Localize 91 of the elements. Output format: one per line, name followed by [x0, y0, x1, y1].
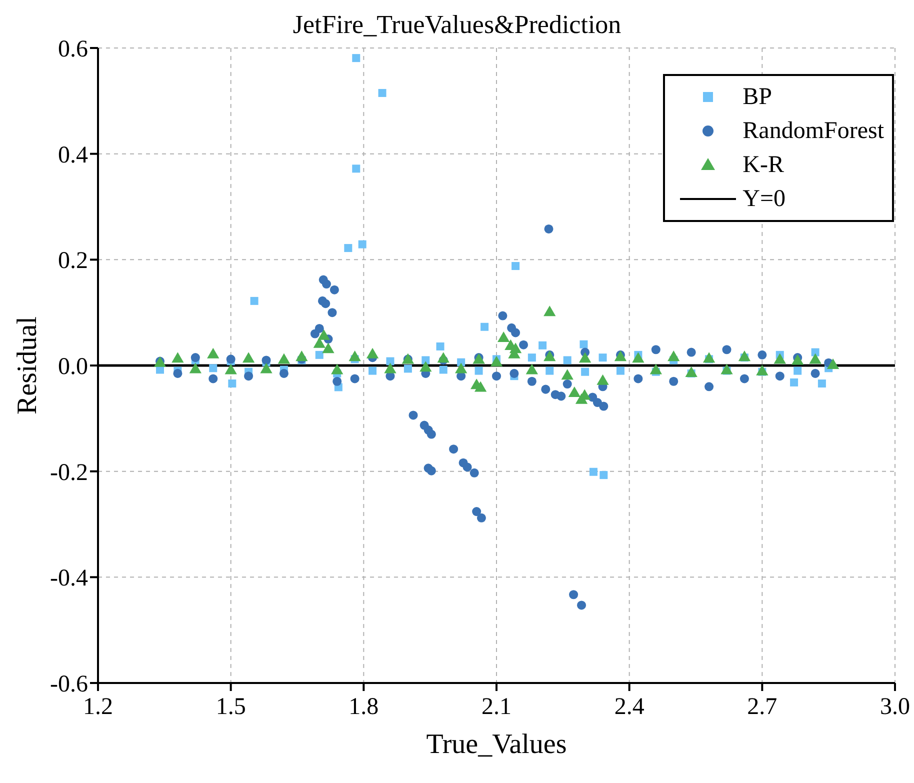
legend-label: BP: [742, 84, 772, 110]
point: [509, 342, 522, 354]
point: [794, 366, 802, 375]
point: [756, 364, 768, 376]
y-axis-title: Residual: [12, 316, 43, 414]
point: [296, 350, 308, 362]
y-tick-label: -0.4: [50, 566, 88, 592]
point: [528, 354, 536, 362]
point: [348, 350, 361, 362]
point: [242, 352, 255, 363]
point: [580, 340, 588, 348]
point: [278, 353, 290, 364]
point: [358, 240, 366, 248]
point: [538, 341, 547, 350]
point: [544, 306, 556, 316]
point: [668, 350, 680, 362]
point: [589, 468, 598, 476]
point: [322, 342, 334, 354]
point: [811, 348, 820, 356]
x-tick-label: 2.1: [482, 694, 512, 720]
point: [809, 353, 822, 364]
point: [685, 366, 698, 377]
point: [318, 329, 330, 340]
point: [209, 364, 218, 372]
point: [474, 381, 487, 392]
y-tick-label: 0.6: [58, 36, 88, 63]
y-tick-label: 0.2: [58, 248, 88, 274]
point: [224, 364, 237, 374]
point: [512, 262, 520, 270]
point: [439, 366, 448, 374]
point: [474, 366, 483, 375]
point: [650, 364, 662, 374]
y-tick-label: 0.0: [58, 354, 88, 380]
point: [207, 348, 220, 358]
point: [526, 364, 538, 374]
point: [352, 164, 360, 173]
point: [792, 354, 804, 365]
point: [596, 374, 609, 385]
y-tick-label: -0.2: [50, 460, 88, 486]
point: [228, 379, 236, 388]
point: [260, 362, 272, 374]
legend-label: Y=0: [742, 186, 786, 212]
point: [818, 379, 826, 388]
point: [344, 244, 352, 252]
point: [384, 362, 396, 374]
point: [352, 54, 360, 62]
point: [600, 471, 608, 480]
point: [826, 358, 840, 370]
point: [632, 352, 644, 363]
y-tick-label: 0.4: [58, 142, 88, 168]
point: [790, 378, 798, 386]
legend-label: RandomForest: [742, 118, 884, 144]
point: [455, 362, 468, 374]
point: [774, 353, 786, 364]
x-tick-label: 1.8: [348, 694, 379, 720]
point: [386, 357, 394, 366]
chart-title: JetFire_TrueValues&Prediction: [292, 10, 622, 39]
point: [598, 354, 607, 362]
point: [720, 364, 733, 374]
x-tick-label: 1.5: [216, 694, 246, 720]
point: [331, 364, 344, 374]
point: [581, 368, 590, 376]
point: [480, 322, 489, 331]
point: [578, 352, 592, 363]
point: [366, 348, 379, 358]
point: [368, 366, 377, 375]
point: [568, 386, 581, 398]
point: [437, 352, 450, 363]
point: [313, 337, 326, 348]
x-axis-title: True_Values: [426, 729, 567, 760]
x-tick-label: 3.0: [880, 694, 910, 720]
point: [616, 366, 624, 375]
point: [422, 356, 430, 364]
point: [404, 364, 412, 373]
point: [250, 296, 258, 305]
point: [189, 362, 202, 374]
point: [420, 361, 432, 372]
point: [702, 352, 716, 363]
point: [172, 352, 184, 363]
x-tick-label: 2.4: [614, 694, 644, 720]
point: [546, 366, 554, 375]
point: [490, 356, 503, 366]
point: [436, 342, 444, 350]
point: [378, 88, 386, 97]
legend-label: K-R: [742, 152, 784, 178]
point: [563, 356, 572, 364]
point: [498, 331, 510, 342]
x-tick-label: 2.7: [747, 694, 778, 720]
point: [561, 369, 574, 380]
point: [315, 350, 324, 359]
point: [738, 350, 751, 362]
